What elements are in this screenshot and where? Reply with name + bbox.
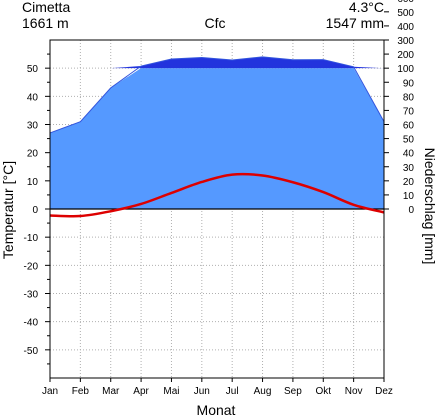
month-label: Feb [72, 386, 90, 397]
annual-precipitation: 1547 mm [326, 15, 384, 31]
month-label: Jan [42, 386, 58, 397]
precipitation-tick-label: 60 [403, 121, 415, 132]
temperature-tick-label: 50 [27, 64, 39, 75]
precipitation-tick-label: 500 [397, 8, 414, 19]
precipitation-tick-label: 20 [403, 177, 415, 188]
precipitation-tick-label: 50 [403, 135, 415, 146]
temperature-tick-label: 20 [27, 149, 39, 160]
precipitation-tick-label: 100 [397, 64, 414, 75]
temperature-tick-label: 10 [27, 177, 39, 188]
y-axis-title-right: Niederschlag [mm] [422, 148, 438, 265]
precipitation-tick-label: 400 [397, 22, 414, 33]
precipitation-tick-label: 70 [403, 106, 415, 117]
temperature-tick-label: -20 [24, 261, 39, 272]
tick-labels: -50-40-30-20-100102030405001020304050607… [24, 0, 415, 397]
station-name: Cimetta [22, 0, 70, 15]
precipitation-tick-label: 600 [397, 0, 414, 5]
temperature-tick-label: 30 [27, 121, 39, 132]
temperature-tick-label: -50 [24, 346, 39, 357]
month-label: Jun [194, 386, 210, 397]
month-label: Jul [226, 386, 239, 397]
month-label: Mar [102, 386, 120, 397]
temperature-line [49, 172, 385, 218]
mean-temperature: 4.3°C [349, 0, 384, 15]
temperature-tick-label: 40 [27, 92, 39, 103]
y-axis-title-left: Temperatur [°C] [0, 161, 16, 259]
precipitation-humid-area [50, 68, 384, 210]
month-label: Aug [254, 386, 272, 397]
precipitation-tick-label: 40 [403, 149, 415, 160]
station-elevation: 1661 m [22, 15, 69, 31]
precipitation-tick-label: 300 [397, 36, 414, 47]
month-label: Nov [345, 386, 363, 397]
precipitation-tick-label: 10 [403, 191, 415, 202]
x-axis-title: Monat [197, 402, 236, 418]
precipitation-area [49, 56, 385, 210]
climate-class: Cfc [205, 15, 226, 31]
axes [45, 11, 389, 382]
month-label: Dez [375, 386, 393, 397]
month-label: Mai [163, 386, 179, 397]
temperature-line-group [49, 172, 385, 218]
temperature-tick-label: -40 [24, 318, 39, 329]
precipitation-tick-label: 30 [403, 163, 415, 174]
temperature-tick-label: -10 [24, 233, 39, 244]
month-label: Apr [133, 386, 149, 397]
month-label: Okt [315, 386, 331, 397]
temperature-tick-label: 0 [32, 205, 38, 216]
month-label: Sep [284, 386, 302, 397]
precipitation-tick-label: 0 [408, 205, 414, 216]
temperature-tick-label: -30 [24, 290, 39, 301]
precipitation-tick-label: 90 [403, 78, 415, 89]
precipitation-line [49, 56, 385, 134]
precipitation-tick-label: 200 [397, 50, 414, 61]
precipitation-tick-label: 80 [403, 92, 415, 103]
